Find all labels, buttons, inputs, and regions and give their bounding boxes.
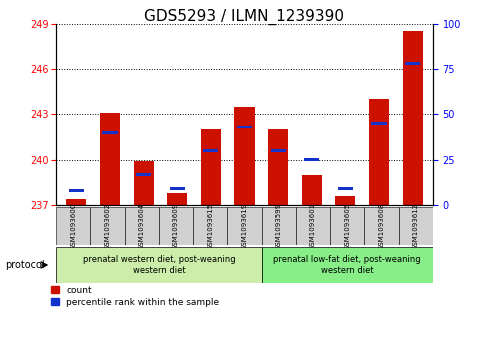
- Bar: [404, 62, 419, 65]
- Text: GDS5293 / ILMN_1239390: GDS5293 / ILMN_1239390: [144, 9, 344, 25]
- Bar: [102, 131, 117, 134]
- Text: GSM1093619: GSM1093619: [241, 202, 247, 250]
- Bar: [167, 193, 187, 205]
- Text: GSM1093600: GSM1093600: [70, 202, 76, 250]
- Bar: [133, 161, 153, 205]
- Bar: [301, 175, 321, 205]
- Text: GSM1093608: GSM1093608: [378, 202, 384, 250]
- Text: GSM1093604: GSM1093604: [139, 203, 144, 249]
- Text: GSM1093609: GSM1093609: [173, 202, 179, 250]
- Bar: [193, 207, 227, 245]
- Bar: [368, 99, 388, 205]
- Bar: [203, 149, 218, 152]
- Bar: [329, 207, 364, 245]
- Bar: [234, 107, 254, 205]
- Bar: [398, 207, 432, 245]
- Bar: [402, 31, 422, 205]
- Text: GSM1093601: GSM1093601: [309, 202, 315, 250]
- Text: prenatal western diet, post-weaning
western diet: prenatal western diet, post-weaning west…: [82, 255, 235, 275]
- Text: GSM1093615: GSM1093615: [207, 203, 213, 249]
- Bar: [295, 207, 329, 245]
- Bar: [169, 187, 184, 190]
- Text: GSM1093602: GSM1093602: [104, 203, 110, 249]
- Bar: [136, 173, 151, 176]
- Bar: [270, 149, 285, 152]
- Bar: [66, 199, 86, 205]
- Bar: [304, 158, 319, 161]
- Bar: [237, 126, 251, 129]
- Bar: [267, 130, 287, 205]
- Bar: [159, 207, 193, 245]
- Bar: [201, 130, 221, 205]
- Bar: [337, 187, 352, 190]
- Text: GSM1093612: GSM1093612: [412, 203, 418, 249]
- Bar: [69, 189, 84, 192]
- Bar: [124, 207, 159, 245]
- Bar: [335, 196, 355, 205]
- Text: protocol: protocol: [5, 260, 44, 270]
- Bar: [261, 207, 295, 245]
- Text: GSM1093599: GSM1093599: [275, 203, 281, 249]
- Bar: [56, 247, 261, 283]
- Legend: count, percentile rank within the sample: count, percentile rank within the sample: [51, 286, 219, 306]
- Bar: [90, 207, 124, 245]
- Bar: [227, 207, 261, 245]
- Bar: [371, 122, 386, 125]
- Bar: [261, 247, 432, 283]
- Text: prenatal low-fat diet, post-weaning
western diet: prenatal low-fat diet, post-weaning west…: [273, 255, 420, 275]
- Bar: [364, 207, 398, 245]
- Text: GSM1093605: GSM1093605: [344, 203, 349, 249]
- Bar: [100, 113, 120, 205]
- Bar: [56, 207, 90, 245]
